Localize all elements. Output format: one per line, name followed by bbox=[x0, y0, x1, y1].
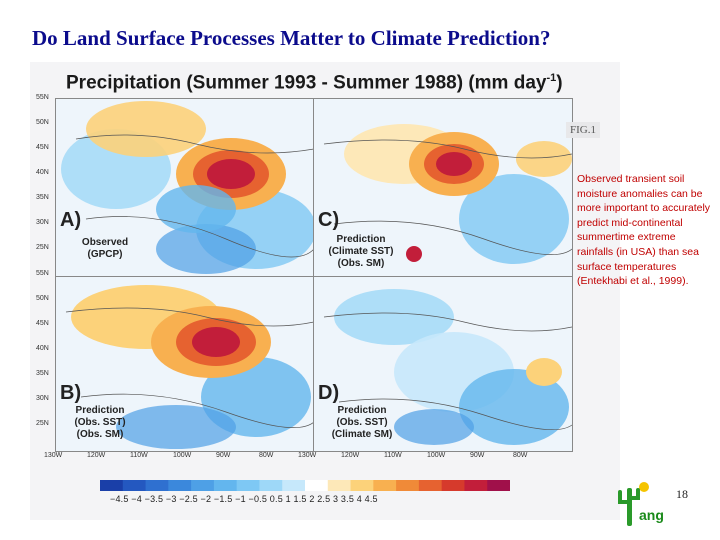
colorbar-segment bbox=[373, 480, 397, 491]
panel-a-caption: Observed (GPCP) bbox=[81, 237, 129, 260]
colorbar-segment bbox=[145, 480, 169, 491]
longitude-label: 130W bbox=[44, 452, 63, 459]
longitude-label: 110W bbox=[384, 452, 402, 459]
panel-c-caption: Prediction (Climate SST) (Obs. SM) bbox=[328, 234, 394, 269]
panel-d-caption: Prediction (Obs. SST) (Climate SM) bbox=[331, 405, 393, 440]
latitude-label: 45N bbox=[36, 320, 49, 327]
colorbar-segment bbox=[418, 480, 443, 491]
colorbar-segment bbox=[305, 480, 329, 491]
colorbar bbox=[100, 478, 511, 491]
longitude-label: 90W bbox=[216, 452, 231, 459]
colorbar-segment bbox=[327, 480, 352, 491]
colorbar-segment bbox=[191, 480, 215, 491]
colorbar-segment bbox=[168, 480, 192, 491]
colorbar-segment bbox=[350, 480, 374, 491]
latitude-label: 55N bbox=[36, 270, 49, 277]
colorbar-segment bbox=[259, 480, 283, 491]
colorbar-segment bbox=[282, 480, 306, 491]
colorbar-segment bbox=[441, 480, 465, 491]
explanatory-note: Observed transient soil moisture anomali… bbox=[577, 173, 711, 288]
panel-c-letter: C) bbox=[318, 209, 340, 231]
latitude-label: 40N bbox=[36, 169, 49, 176]
colorbar-labels: −4.5 −4 −3.5 −3 −2.5 −2 −1.5 −1 −0.5 0.5… bbox=[110, 494, 378, 504]
latitude-label: 45N bbox=[36, 144, 49, 151]
latitude-label: 35N bbox=[36, 194, 49, 201]
slide-title: Do Land Surface Processes Matter to Clim… bbox=[32, 26, 551, 50]
latitude-label: 50N bbox=[36, 119, 49, 126]
colorbar-segment bbox=[100, 480, 124, 491]
latitude-label: 30N bbox=[36, 395, 49, 402]
longitude-label: 110W bbox=[130, 452, 148, 459]
colorbar-segment bbox=[464, 480, 488, 491]
panel-b-anomaly-map bbox=[56, 277, 314, 451]
logo-text: ang bbox=[639, 507, 664, 523]
latitude-label: 25N bbox=[36, 244, 49, 251]
latitude-label: 50N bbox=[36, 295, 49, 302]
longitude-label: 130W bbox=[298, 452, 317, 459]
cactus-logo-icon bbox=[618, 482, 649, 526]
latitude-label: 25N bbox=[36, 420, 49, 427]
panel-d-anomaly-map bbox=[314, 277, 572, 451]
colorbar-segment bbox=[122, 480, 147, 491]
panel-b-caption: Prediction (Obs. SST) (Obs. SM) bbox=[74, 405, 126, 440]
figure-title: Precipitation (Summer 1993 - Summer 1988… bbox=[66, 72, 563, 94]
latitude-label: 30N bbox=[36, 219, 49, 226]
latitude-label: 55N bbox=[36, 94, 49, 101]
longitude-label: 100W bbox=[427, 452, 446, 459]
panel-a-letter: A) bbox=[60, 209, 82, 231]
panel-d-letter: D) bbox=[318, 382, 340, 404]
page-number: 18 bbox=[676, 487, 688, 501]
colorbar-segment bbox=[396, 480, 420, 491]
panel-b-letter: B) bbox=[60, 382, 82, 404]
latitude-label: 40N bbox=[36, 345, 49, 352]
latitude-label: 35N bbox=[36, 370, 49, 377]
colorbar-segment bbox=[236, 480, 260, 491]
figure-label: FIG.1 bbox=[566, 122, 600, 138]
colorbar-gradient bbox=[100, 480, 511, 491]
panel-c-map: C) Prediction (Climate SST) (Obs. SM) bbox=[313, 98, 573, 278]
longitude-label: 120W bbox=[87, 452, 106, 459]
colorbar-segment bbox=[487, 480, 511, 491]
longitude-label: 90W bbox=[470, 452, 485, 459]
longitude-label: 100W bbox=[173, 452, 192, 459]
longitude-label: 80W bbox=[259, 452, 274, 459]
colorbar-segment bbox=[213, 480, 238, 491]
panel-b-map: B) Prediction (Obs. SST) (Obs. SM) bbox=[55, 276, 315, 452]
panel-a-anomaly-map bbox=[56, 99, 314, 277]
panel-a-map: A) Observed (GPCP) bbox=[55, 98, 315, 278]
longitude-label: 120W bbox=[341, 452, 360, 459]
panel-c-anomaly-map bbox=[314, 99, 572, 277]
precipitation-figure: Precipitation (Summer 1993 - Summer 1988… bbox=[30, 62, 620, 520]
panel-d-map: D) Prediction (Obs. SST) (Climate SM) bbox=[313, 276, 573, 452]
longitude-label: 80W bbox=[513, 452, 528, 459]
